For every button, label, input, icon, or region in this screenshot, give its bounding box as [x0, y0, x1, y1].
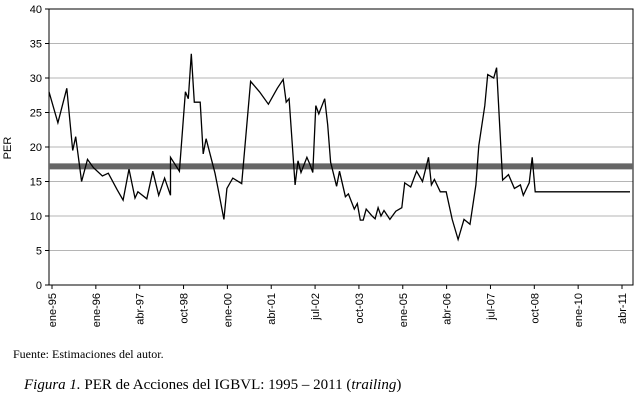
x-tick-label: oct-98: [179, 293, 191, 324]
x-tick-label: jul-02: [310, 293, 322, 321]
x-tick-label: oct-03: [354, 293, 366, 324]
x-tick-label: abr-06: [442, 293, 454, 325]
y-tick-label: 5: [36, 246, 42, 258]
x-tick-label: abr-01: [266, 293, 278, 325]
y-tick-label: 30: [30, 73, 42, 85]
y-tick-label: 35: [30, 39, 42, 51]
y-tick-label: 40: [30, 4, 42, 16]
x-tick-label: ene-00: [222, 293, 234, 327]
x-tick-label: abr-11: [617, 293, 629, 324]
per-series-line: [48, 53, 630, 242]
y-tick-label: 0: [36, 280, 42, 292]
gridlines: [49, 43, 633, 251]
x-tick-label: ene-96: [91, 293, 103, 327]
x-tick-label: abr-97: [135, 293, 147, 325]
figure-caption: Figura 1. PER de Acciones del IGBVL: 199…: [24, 377, 401, 394]
source-note: Fuente: Estimaciones del autor.: [13, 347, 164, 361]
y-axis-ticks: 0 5 10 15 20 25 30 35 40: [30, 4, 49, 292]
y-tick-label: 20: [30, 142, 42, 154]
y-tick-label: 25: [30, 108, 42, 120]
y-axis-title: PER: [2, 137, 14, 160]
x-tick-label: ene-10: [573, 293, 585, 327]
x-tick-label: oct-08: [529, 293, 541, 324]
caption-emphasis: trailing: [351, 377, 397, 393]
x-tick-label: ene-05: [398, 293, 410, 327]
x-tick-label: ene-95: [47, 293, 59, 327]
caption-close: ): [396, 377, 402, 393]
y-tick-label: 10: [30, 211, 42, 223]
y-tick-label: 15: [30, 177, 42, 189]
per-line-chart: 0 5 10 15 20 25 30 35 40 ene-95 ene-96 abr-97 oct-9…: [2, 4, 634, 327]
caption-figure-label: Figura 1.: [24, 377, 81, 393]
x-tick-label: jul-07: [485, 293, 497, 321]
x-axis-ticks: ene-95 ene-96 abr-97 oct-98 ene-00 abr-01 jul-…: [47, 285, 629, 327]
caption-text: PER de Acciones del IGBVL: 1995 – 2011 (: [80, 377, 352, 393]
